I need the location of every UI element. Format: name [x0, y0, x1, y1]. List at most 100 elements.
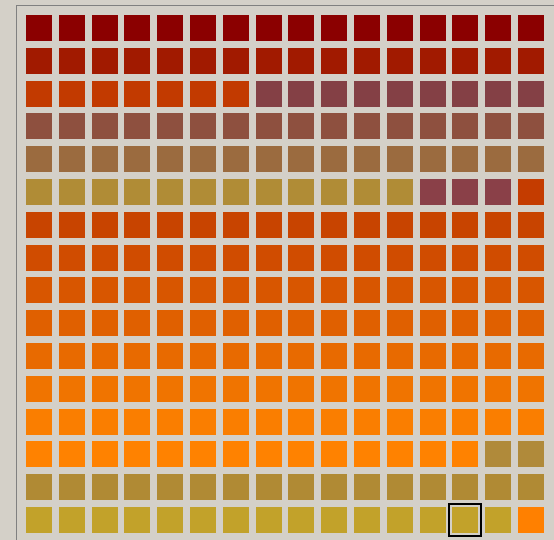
- color-swatch[interactable]: [157, 80, 184, 107]
- color-swatch[interactable]: [288, 113, 315, 140]
- color-swatch[interactable]: [189, 506, 216, 533]
- color-swatch[interactable]: [288, 441, 315, 468]
- color-swatch[interactable]: [124, 310, 151, 337]
- color-swatch[interactable]: [419, 244, 446, 271]
- color-swatch[interactable]: [58, 146, 85, 173]
- color-swatch[interactable]: [386, 474, 413, 501]
- color-swatch[interactable]: [222, 47, 249, 74]
- color-swatch[interactable]: [386, 408, 413, 435]
- color-swatch[interactable]: [189, 211, 216, 238]
- color-swatch[interactable]: [485, 47, 512, 74]
- color-swatch[interactable]: [288, 244, 315, 271]
- color-swatch[interactable]: [485, 15, 512, 41]
- color-swatch[interactable]: [386, 441, 413, 468]
- color-swatch[interactable]: [222, 408, 249, 435]
- color-swatch[interactable]: [419, 47, 446, 74]
- color-swatch[interactable]: [189, 244, 216, 271]
- color-swatch[interactable]: [222, 113, 249, 140]
- color-swatch[interactable]: [222, 506, 249, 533]
- color-swatch[interactable]: [157, 244, 184, 271]
- color-swatch[interactable]: [288, 310, 315, 337]
- color-swatch[interactable]: [124, 474, 151, 501]
- color-swatch[interactable]: [321, 47, 348, 74]
- color-swatch[interactable]: [353, 441, 380, 468]
- color-swatch[interactable]: [58, 113, 85, 140]
- color-swatch[interactable]: [485, 113, 512, 140]
- color-swatch[interactable]: [485, 310, 512, 337]
- color-swatch[interactable]: [91, 146, 118, 173]
- color-swatch[interactable]: [189, 47, 216, 74]
- color-swatch[interactable]: [26, 146, 52, 173]
- color-swatch[interactable]: [386, 506, 413, 533]
- color-swatch[interactable]: [517, 342, 544, 369]
- color-swatch[interactable]: [419, 178, 446, 205]
- color-swatch[interactable]: [452, 408, 479, 435]
- color-swatch[interactable]: [26, 310, 52, 337]
- color-swatch[interactable]: [288, 375, 315, 402]
- color-swatch[interactable]: [58, 80, 85, 107]
- color-swatch[interactable]: [419, 342, 446, 369]
- color-swatch[interactable]: [26, 277, 52, 304]
- color-swatch[interactable]: [91, 277, 118, 304]
- color-swatch[interactable]: [58, 474, 85, 501]
- color-swatch[interactable]: [222, 342, 249, 369]
- color-swatch[interactable]: [485, 342, 512, 369]
- color-swatch[interactable]: [517, 310, 544, 337]
- color-swatch[interactable]: [189, 277, 216, 304]
- color-swatch[interactable]: [255, 441, 282, 468]
- color-swatch[interactable]: [386, 211, 413, 238]
- color-swatch[interactable]: [321, 15, 348, 41]
- color-swatch[interactable]: [353, 178, 380, 205]
- color-swatch[interactable]: [255, 146, 282, 173]
- color-swatch[interactable]: [58, 277, 85, 304]
- color-swatch[interactable]: [124, 113, 151, 140]
- color-swatch[interactable]: [321, 178, 348, 205]
- color-swatch[interactable]: [91, 408, 118, 435]
- color-swatch[interactable]: [26, 15, 52, 41]
- color-swatch[interactable]: [91, 15, 118, 41]
- color-swatch[interactable]: [419, 408, 446, 435]
- color-swatch[interactable]: [26, 506, 52, 533]
- color-swatch[interactable]: [157, 506, 184, 533]
- color-swatch[interactable]: [321, 441, 348, 468]
- color-swatch[interactable]: [452, 375, 479, 402]
- color-swatch[interactable]: [452, 310, 479, 337]
- color-swatch[interactable]: [124, 146, 151, 173]
- color-swatch[interactable]: [157, 113, 184, 140]
- color-swatch[interactable]: [189, 441, 216, 468]
- color-swatch[interactable]: [419, 375, 446, 402]
- color-swatch[interactable]: [288, 408, 315, 435]
- color-swatch[interactable]: [321, 375, 348, 402]
- color-swatch[interactable]: [321, 342, 348, 369]
- color-swatch[interactable]: [386, 342, 413, 369]
- color-swatch[interactable]: [255, 310, 282, 337]
- color-swatch[interactable]: [255, 277, 282, 304]
- color-swatch[interactable]: [255, 244, 282, 271]
- color-swatch[interactable]: [157, 474, 184, 501]
- color-swatch[interactable]: [255, 15, 282, 41]
- color-swatch[interactable]: [353, 408, 380, 435]
- color-swatch[interactable]: [91, 506, 118, 533]
- color-swatch[interactable]: [517, 375, 544, 402]
- color-swatch[interactable]: [26, 178, 52, 205]
- color-swatch[interactable]: [124, 441, 151, 468]
- color-swatch[interactable]: [222, 375, 249, 402]
- color-swatch[interactable]: [353, 80, 380, 107]
- color-swatch[interactable]: [91, 244, 118, 271]
- color-swatch[interactable]: [485, 441, 512, 468]
- color-swatch[interactable]: [386, 310, 413, 337]
- color-swatch[interactable]: [353, 15, 380, 41]
- color-swatch[interactable]: [222, 244, 249, 271]
- color-swatch[interactable]: [419, 277, 446, 304]
- color-swatch[interactable]: [321, 474, 348, 501]
- color-swatch[interactable]: [222, 441, 249, 468]
- color-swatch[interactable]: [517, 441, 544, 468]
- color-swatch[interactable]: [452, 178, 479, 205]
- color-swatch[interactable]: [288, 178, 315, 205]
- color-swatch[interactable]: [157, 408, 184, 435]
- color-swatch[interactable]: [386, 113, 413, 140]
- color-swatch[interactable]: [386, 277, 413, 304]
- color-swatch[interactable]: [419, 146, 446, 173]
- color-swatch[interactable]: [58, 15, 85, 41]
- color-swatch[interactable]: [157, 310, 184, 337]
